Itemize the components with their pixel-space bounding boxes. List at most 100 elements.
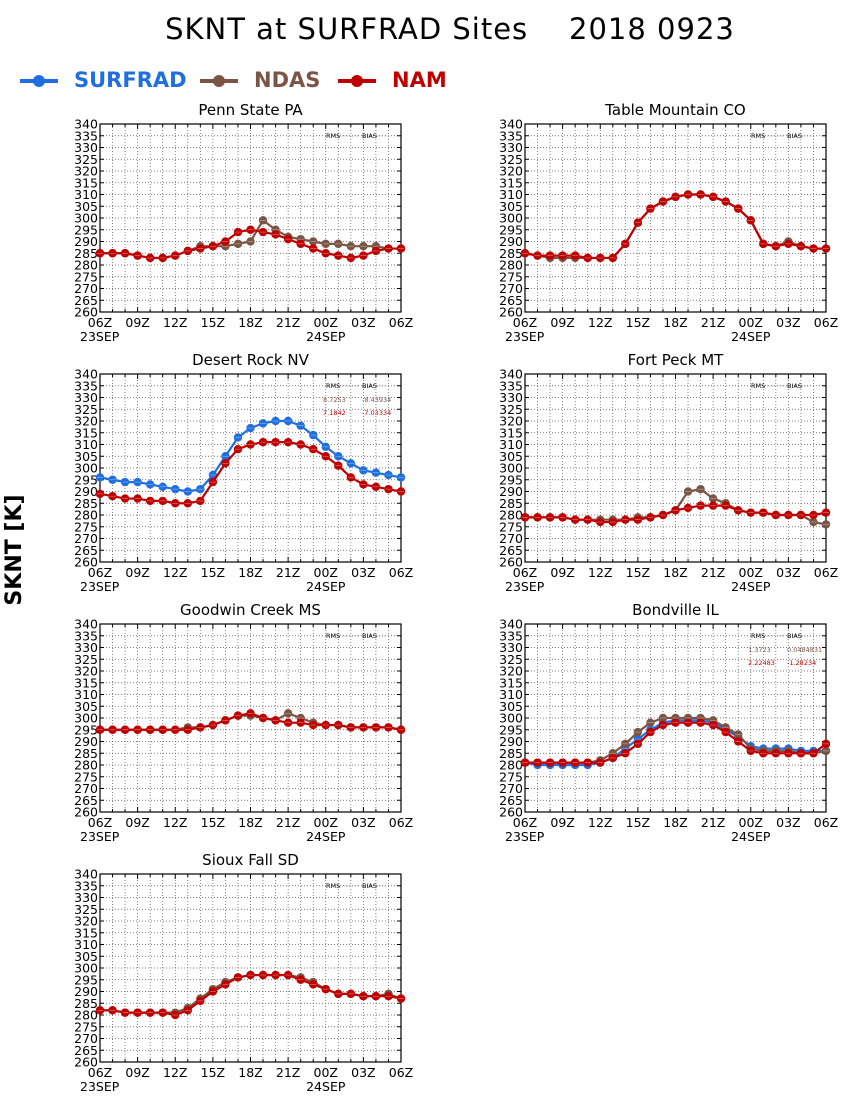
page-title: SKNT at SURFRAD Sites 2018 0923 <box>165 12 735 46</box>
x-tick-label: 06Z <box>814 565 838 580</box>
y-tick-label: 280 <box>499 758 523 773</box>
plot-frame <box>524 373 827 563</box>
x-tick-label: 18Z <box>238 1065 262 1080</box>
y-tick-label: 310 <box>74 687 98 702</box>
y-tick-label: 305 <box>499 199 523 214</box>
x-tick-label: 03Z <box>351 1065 375 1080</box>
y-tick-label: 340 <box>74 117 98 132</box>
y-tick-label: 260 <box>499 805 523 820</box>
x-tick-label: 09Z <box>550 815 574 830</box>
y-tick-label: 290 <box>74 234 98 249</box>
y-tick-label: 295 <box>499 222 523 237</box>
y-tick-label: 280 <box>74 508 98 523</box>
series-line-surfrad <box>524 719 826 767</box>
x-tick-label: 21Z <box>276 315 300 330</box>
x-tick-label: 06Z <box>814 315 838 330</box>
x-tick-label: 18Z <box>663 815 687 830</box>
y-tick-label: 285 <box>499 246 523 261</box>
panel-bondville-il: Bondville IL2602652702752802852902953003… <box>499 601 838 844</box>
y-tick-label: 280 <box>74 758 98 773</box>
y-tick-label: 300 <box>74 211 98 226</box>
y-tick-label: 310 <box>499 187 523 202</box>
x-tick-label: 18Z <box>238 565 262 580</box>
y-tick-label: 280 <box>499 508 523 523</box>
y-tick-label: 295 <box>74 972 98 987</box>
stats-header-bias: BIAS <box>362 382 377 390</box>
y-tick-label: 260 <box>74 555 98 570</box>
y-tick-label: 305 <box>499 699 523 714</box>
panel-title-bondville-il: Bondville IL <box>632 601 719 619</box>
y-tick-label: 270 <box>499 531 523 546</box>
y-tick-label: 330 <box>74 390 98 405</box>
legend-label-surfrad: SURFRAD <box>74 68 187 92</box>
stats-header-bias: BIAS <box>362 882 377 890</box>
y-tick-label: 275 <box>74 519 98 534</box>
plot-frame <box>524 623 827 813</box>
y-tick-label: 340 <box>74 617 98 632</box>
y-tick-label: 275 <box>499 769 523 784</box>
x-tick-label: 12Z <box>163 1065 187 1080</box>
y-tick-label: 265 <box>74 1043 98 1058</box>
y-tick-label: 330 <box>499 390 523 405</box>
panel-desert-rock-nv: Desert Rock NV26026527027528028529029530… <box>74 351 413 594</box>
x-date-label: 23SEP <box>80 1079 120 1094</box>
x-date-label: 24SEP <box>731 579 771 594</box>
series-nam <box>520 718 831 767</box>
plot-frame <box>524 123 827 313</box>
stats-rms-ndas: 1.3723 <box>748 646 771 654</box>
stats-header-rms: RMS <box>326 632 340 640</box>
x-tick-label: 18Z <box>663 315 687 330</box>
y-tick-label: 265 <box>499 793 523 808</box>
y-tick-label: 285 <box>499 746 523 761</box>
y-tick-label: 260 <box>74 805 98 820</box>
plot-frame <box>99 873 402 1063</box>
y-tick-label: 335 <box>74 878 98 893</box>
y-tick-label: 285 <box>74 246 98 261</box>
x-tick-label: 03Z <box>351 815 375 830</box>
x-date-label: 24SEP <box>731 329 771 344</box>
y-tick-label: 300 <box>74 461 98 476</box>
y-tick-label: 335 <box>74 378 98 393</box>
panel-goodwin-creek-ms: Goodwin Creek MS 260265270275280285290295… <box>74 601 413 844</box>
x-tick-label: 12Z <box>588 565 612 580</box>
legend-label-ndas: NDAS <box>254 68 321 92</box>
y-tick-label: 300 <box>74 961 98 976</box>
x-date-label: 23SEP <box>80 329 120 344</box>
x-date-label: 24SEP <box>306 829 346 844</box>
y-tick-label: 315 <box>499 675 523 690</box>
series-nam <box>95 709 406 734</box>
y-tick-label: 310 <box>74 937 98 952</box>
x-tick-label: 15Z <box>626 315 650 330</box>
panel-title-desert-rock-nv: Desert Rock NV <box>192 351 309 369</box>
y-tick-label: 315 <box>499 175 523 190</box>
y-tick-label: 315 <box>74 175 98 190</box>
x-tick-label: 00Z <box>314 565 338 580</box>
y-tick-label: 320 <box>74 164 98 179</box>
x-tick-label: 00Z <box>314 315 338 330</box>
y-tick-label: 330 <box>74 640 98 655</box>
legend-marker-surfrad <box>20 75 58 87</box>
y-tick-label: 325 <box>499 402 523 417</box>
x-tick-label: 03Z <box>351 315 375 330</box>
y-tick-label: 325 <box>74 652 98 667</box>
x-tick-label: 21Z <box>701 315 725 330</box>
x-tick-label: 12Z <box>588 815 612 830</box>
panel-fort-peck-mt: Fort Peck MT2602652702752802852902953003… <box>499 351 838 594</box>
x-date-label: 23SEP <box>80 579 120 594</box>
y-tick-label: 310 <box>499 687 523 702</box>
x-date-label: 23SEP <box>505 829 545 844</box>
x-tick-label: 00Z <box>739 565 763 580</box>
panel-table-mountain-co: Table Mountain CO 26026527027528028529029… <box>499 101 838 344</box>
x-tick-label: 09Z <box>125 815 149 830</box>
y-tick-label: 330 <box>499 640 523 655</box>
panel-penn-state-pa: Penn State PA 260265270275280285290295300… <box>74 101 413 344</box>
y-tick-label: 270 <box>74 281 98 296</box>
stats-header-bias: BIAS <box>362 632 377 640</box>
y-tick-label: 275 <box>74 1019 98 1034</box>
stats-rms-nam: 2.22483 <box>748 659 775 667</box>
stats-header-bias: BIAS <box>787 382 802 390</box>
y-tick-label: 300 <box>499 211 523 226</box>
x-tick-label: 09Z <box>125 565 149 580</box>
y-tick-label: 320 <box>499 664 523 679</box>
y-tick-label: 325 <box>74 402 98 417</box>
